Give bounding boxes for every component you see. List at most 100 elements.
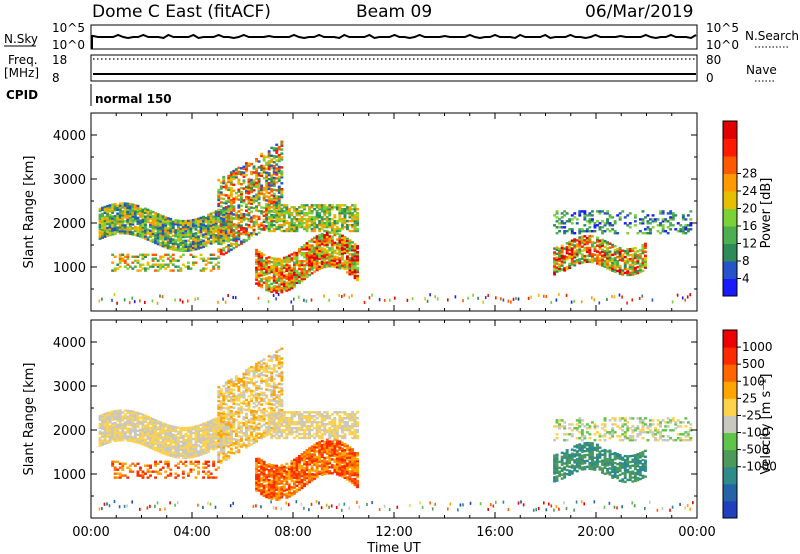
echo-cell (585, 240, 589, 244)
echo-cell (267, 402, 271, 406)
echo-cell (282, 413, 286, 416)
echo-cell (270, 421, 274, 424)
echo-cell (199, 220, 203, 224)
echo-cell (262, 167, 266, 170)
echo-cell (252, 441, 256, 445)
echo-cell (126, 431, 130, 434)
echo-cell (356, 217, 359, 221)
echo-cell (242, 390, 246, 393)
echo-cell (341, 217, 344, 221)
echo-cell (224, 434, 228, 438)
echo-cell (315, 241, 319, 244)
echo-cell (161, 452, 165, 455)
echo-cell (330, 247, 334, 250)
echo-cell (222, 456, 226, 459)
clutter-cell (151, 299, 154, 303)
echo-cell (217, 459, 221, 462)
echo-cell (603, 230, 607, 233)
echo-cell (174, 248, 178, 252)
echo-cell (194, 240, 198, 243)
echo-cell (247, 200, 251, 203)
echo-cell (217, 261, 221, 264)
echo-cell (591, 210, 594, 213)
echo-cell (272, 166, 276, 170)
echo-cell (131, 426, 135, 429)
echo-cell (108, 421, 112, 424)
echo-cell (260, 192, 264, 195)
echo-cell (346, 206, 349, 209)
echo-cell (267, 359, 271, 362)
echo-cell (303, 244, 306, 247)
echo-cell (267, 197, 271, 201)
echo-cell (265, 382, 269, 385)
echo-cell (184, 241, 188, 245)
echo-cell (237, 409, 241, 412)
echo-cell (270, 194, 274, 197)
echo-cell (593, 241, 597, 245)
echo-cell (351, 261, 354, 264)
echo-cell (159, 433, 163, 436)
echo-cell (565, 267, 569, 271)
echo-cell (174, 265, 178, 268)
echo-cell (343, 249, 347, 253)
echo-cell (146, 230, 150, 233)
echo-cell (245, 388, 248, 392)
echo-cell (659, 232, 662, 235)
echo-cell (250, 232, 253, 235)
echo-cell (222, 227, 226, 230)
echo-cell (144, 209, 147, 212)
echo-cell (250, 399, 253, 402)
echo-cell (144, 231, 147, 234)
echo-cell (141, 253, 145, 256)
echo-cell (290, 221, 294, 225)
echo-cell (207, 432, 210, 435)
echo-cell (351, 241, 354, 244)
echo-cell (290, 428, 294, 432)
echo-cell (199, 240, 203, 243)
echo-cell (240, 220, 243, 223)
echo-cell (227, 176, 231, 180)
echo-cell (346, 415, 349, 418)
echo-cell (293, 423, 296, 426)
echo-cell (553, 224, 556, 227)
echo-cell (644, 228, 647, 231)
echo-cell (126, 230, 130, 233)
echo-cell (126, 220, 130, 223)
clutter-cell (467, 296, 469, 300)
echo-cell (280, 387, 284, 390)
echo-cell (578, 228, 582, 231)
echo-cell (224, 229, 228, 233)
echo-cell (305, 432, 309, 436)
echo-cell (308, 273, 311, 277)
echo-cell (343, 265, 347, 269)
echo-cell (219, 408, 223, 411)
echo-cell (133, 436, 137, 440)
echo-cell (184, 426, 188, 430)
echo-cell (275, 370, 279, 373)
echo-cell (209, 224, 213, 227)
echo-cell (330, 263, 334, 266)
echo-cell (641, 257, 645, 261)
echo-cell (156, 240, 160, 244)
echo-cell (674, 214, 678, 217)
echo-cell (252, 437, 256, 441)
echo-cell (633, 266, 637, 270)
echo-cell (298, 261, 301, 265)
echo-cell (171, 246, 175, 249)
echo-cell (330, 241, 334, 244)
echo-cell (343, 216, 347, 219)
echo-cell (563, 255, 567, 258)
echo-cell (146, 236, 150, 239)
echo-cell (103, 235, 107, 238)
echo-cell (209, 228, 213, 231)
echo-cell (318, 434, 322, 438)
echo-cell (315, 268, 319, 272)
echo-cell (217, 218, 221, 221)
echo-cell (335, 432, 339, 436)
echo-cell (166, 436, 170, 439)
echo-cell (113, 421, 117, 425)
echo-cell (245, 382, 248, 386)
echo-cell (214, 445, 218, 448)
echo-cell (300, 428, 304, 432)
echo-cell (330, 419, 334, 422)
